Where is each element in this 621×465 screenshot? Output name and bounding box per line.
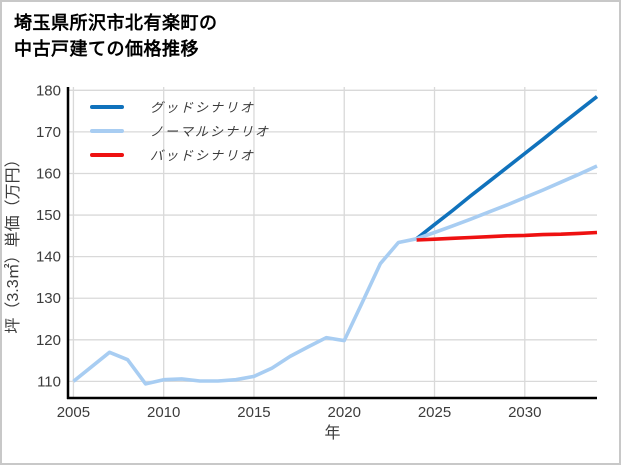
y-tick-label: 130 <box>36 290 61 307</box>
legend-swatch <box>90 128 124 133</box>
y-tick-label: 120 <box>36 332 61 349</box>
y-tick-label: 110 <box>37 373 61 390</box>
chart-title: 埼玉県所沢市北有楽町の 中古戸建ての価格推移 <box>14 10 218 62</box>
legend-swatch <box>90 152 124 157</box>
legend-label: バッドシナリオ <box>150 148 256 163</box>
x-tick-label: 2015 <box>237 404 270 421</box>
history-line <box>72 237 417 386</box>
chart-title-line2: 中古戸建ての価格推移 <box>14 39 199 59</box>
x-tick-label: 2010 <box>147 404 180 421</box>
y-axis-label: 坪（3.3㎡）単価（万円） <box>4 151 22 333</box>
good-scenario-line <box>415 95 599 241</box>
y-tick-label: 180 <box>36 82 61 99</box>
y-tick-label: 150 <box>36 207 61 224</box>
x-axis-label: 年 <box>324 424 340 442</box>
chart-title-line1: 埼玉県所沢市北有楽町の <box>14 13 218 33</box>
chart-legend: グッドシナリオ ノーマルシナリオ バッドシナリオ <box>90 98 270 163</box>
normal-scenario-line <box>415 164 598 241</box>
legend-item: ノーマルシナリオ <box>90 122 270 139</box>
legend-swatch <box>90 104 124 109</box>
x-tick-label: 2020 <box>328 404 361 421</box>
y-tick-label: 140 <box>36 249 61 266</box>
legend-item: バッドシナリオ <box>90 146 270 163</box>
y-tick-label: 170 <box>36 124 61 141</box>
x-tick-label: 2030 <box>508 404 541 421</box>
bad-scenario-line <box>416 230 598 242</box>
x-tick-label: 2025 <box>418 404 451 421</box>
legend-item: グッドシナリオ <box>90 98 270 115</box>
x-tick-label: 2005 <box>57 404 90 421</box>
legend-label: ノーマルシナリオ <box>150 124 271 139</box>
legend-label: グッドシナリオ <box>150 100 256 115</box>
y-tick-label: 160 <box>36 165 61 182</box>
